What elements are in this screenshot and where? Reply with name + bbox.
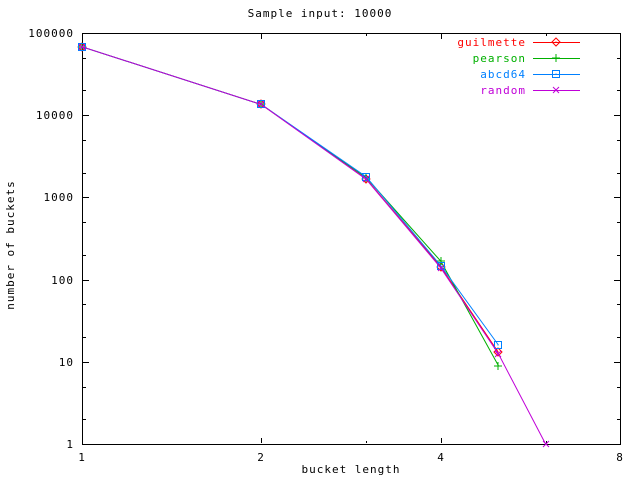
chart-title: Sample input: 10000	[248, 7, 393, 20]
legend-marker-diamond	[551, 37, 561, 47]
legend-entry-guilmette: guilmette	[457, 36, 580, 49]
y-tick-label: 100	[51, 274, 74, 287]
y-tick-label: 10	[59, 356, 74, 369]
x-tick-label: 1	[78, 451, 86, 464]
legend-label: pearson	[473, 52, 526, 65]
y-tick-label: 1000	[44, 191, 75, 204]
legend-marker-plus	[552, 54, 560, 62]
legend-label: guilmette	[457, 36, 526, 49]
legend-entry-pearson: pearson	[473, 52, 580, 65]
x-axis-label: bucket length	[301, 463, 400, 476]
legend-label: random	[480, 84, 526, 97]
marker-cross-random	[494, 350, 502, 358]
plot-border	[82, 33, 621, 445]
marker-cross-random	[437, 264, 445, 272]
series-line-random	[81, 46, 547, 445]
marker-square-abcd64	[437, 262, 445, 270]
marker-square-abcd64	[494, 341, 502, 349]
legend-entry-random: random	[480, 84, 580, 97]
marker-cross-random	[542, 440, 550, 448]
marker-plus-pearson	[437, 257, 445, 265]
y-axis-label: number of buckets	[4, 180, 17, 310]
y-tick-label: 1	[66, 438, 74, 451]
legend-label: abcd64	[480, 68, 526, 81]
marker-cross-random	[362, 175, 370, 183]
x-tick-label: 4	[437, 451, 445, 464]
y-tick-label: 100000	[28, 27, 74, 40]
legend-entry-abcd64: abcd64	[480, 68, 580, 81]
y-tick-label: 10000	[36, 109, 74, 122]
x-tick-label: 2	[257, 451, 265, 464]
marker-cross-random	[78, 43, 86, 51]
legend-marker-square	[552, 70, 560, 78]
legend-marker-cross	[552, 86, 560, 94]
axes	[82, 33, 621, 445]
series-random	[78, 43, 550, 448]
x-tick-label: 8	[616, 451, 624, 464]
legend: guilmette pearson abcd64 random	[457, 36, 580, 97]
marker-cross-random	[257, 100, 265, 108]
marker-plus-pearson	[494, 362, 502, 370]
